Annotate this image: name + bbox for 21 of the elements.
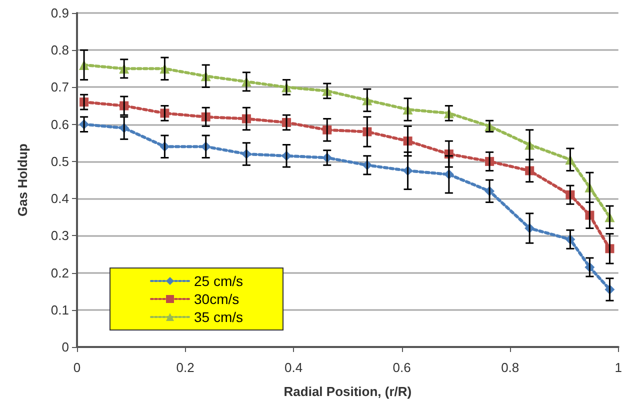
x-tick-label: 0 [73,360,81,375]
y-tick-label: 0.6 [50,116,69,132]
y-tick-label: 0.8 [50,42,69,58]
y-tick-label: 0.7 [50,80,69,95]
x-tick-label: 0.2 [176,360,194,375]
y-tick-label: 0.3 [50,228,69,244]
x-tick-label: 0.6 [392,360,411,375]
x-tick-label: 0.4 [284,360,303,375]
y-tick-label: 0.9 [50,6,69,20]
y-tick-label: 0 [62,340,69,354]
x-axis-title: Radial Position, (r/R) [284,384,412,399]
x-tick-label: 0.8 [501,360,520,375]
y-tick-label: 0.5 [50,154,69,169]
y-tick-label: 0.2 [50,265,69,280]
x-tick-label: 1 [614,360,622,375]
legend-label: 25 cm/s [194,273,244,289]
y-tick-label: 0.1 [50,302,69,318]
legend-label: 35 cm/s [194,309,244,325]
y-axis-title: Gas Holdup [15,143,30,216]
y-tick-label: 0.4 [50,191,69,206]
legend-label: 30cm/s [194,291,240,307]
